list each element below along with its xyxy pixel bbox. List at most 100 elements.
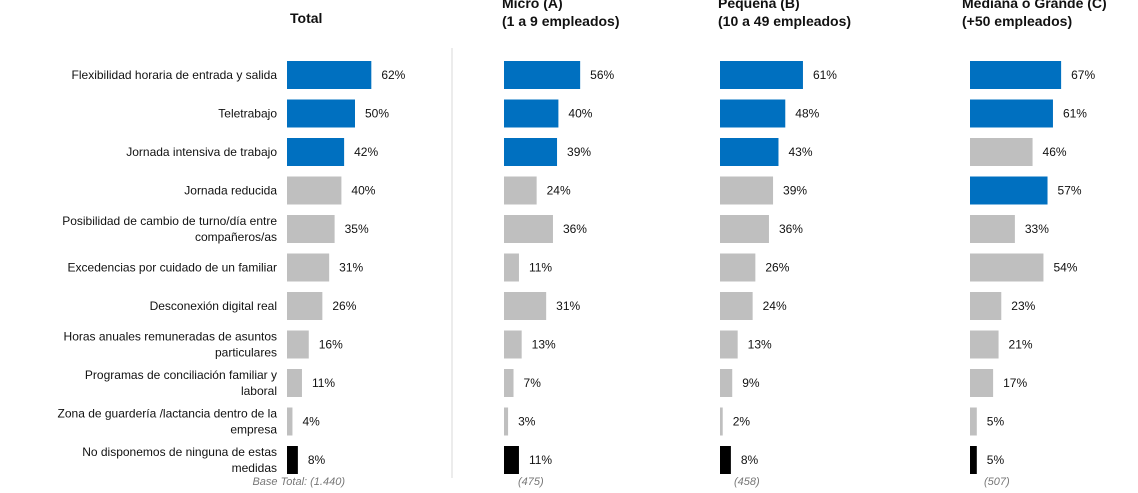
- column-headers: Total Micro (A) (1 a 9 empleados) Pequeña (…: [290, 0, 1107, 29]
- category-label-10-line-1: medidas: [232, 461, 277, 475]
- bar-2-2: [720, 138, 779, 166]
- category-labels: Flexibilidad horaria de entrada y salida…: [58, 68, 278, 475]
- bar-1-4: [504, 215, 553, 243]
- bar-0-7: [287, 330, 309, 359]
- value-label-0-7: 16%: [319, 338, 343, 352]
- bar-3-10: [970, 446, 977, 474]
- value-label-2-8: 9%: [742, 376, 760, 390]
- bar-0-9: [287, 407, 293, 436]
- column-header-1-line-0: Micro (A): [502, 0, 563, 11]
- category-label-3: Jornada reducida: [184, 184, 277, 198]
- value-label-0-8: 11%: [312, 376, 335, 390]
- value-label-1-7: 13%: [532, 338, 556, 352]
- value-label-3-1: 61%: [1063, 107, 1087, 121]
- column-header-2-line-1: (10 a 49 empleados): [718, 13, 851, 29]
- bar-0-5: [287, 253, 330, 282]
- bars: [287, 61, 1062, 474]
- value-label-1-0: 56%: [590, 68, 614, 82]
- base-labels: Base Total: (1.440) (475) (458) (507): [252, 476, 1010, 488]
- category-label-7-line-0: Horas anuales remuneradas de asuntos: [64, 330, 277, 344]
- value-label-3-0: 67%: [1071, 68, 1095, 82]
- bar-2-6: [720, 292, 753, 320]
- category-label-9-line-0: Zona de guardería /lactancia dentro de l…: [58, 407, 278, 421]
- value-label-2-6: 24%: [763, 299, 787, 313]
- category-label-9-line-1: empresa: [230, 423, 277, 437]
- value-label-1-8: 7%: [524, 376, 542, 390]
- column-header-0-line-0: Total: [290, 10, 322, 26]
- bar-0-6: [287, 292, 323, 320]
- bar-2-10: [720, 446, 731, 474]
- category-label-8-line-1: laboral: [241, 384, 277, 398]
- bar-0-8: [287, 369, 302, 397]
- value-label-0-5: 31%: [339, 261, 363, 275]
- value-label-3-9: 5%: [987, 415, 1005, 429]
- bar-0-2: [287, 138, 345, 166]
- value-label-3-5: 54%: [1053, 261, 1077, 275]
- value-label-0-4: 35%: [345, 222, 369, 236]
- bar-1-3: [504, 176, 537, 205]
- value-label-0-9: 4%: [302, 415, 320, 429]
- value-label-0-10: 8%: [308, 453, 326, 467]
- value-label-1-4: 36%: [563, 222, 587, 236]
- value-label-2-0: 61%: [813, 68, 837, 82]
- value-label-3-6: 23%: [1011, 299, 1035, 313]
- value-label-3-4: 33%: [1025, 222, 1049, 236]
- bar-1-0: [504, 61, 581, 89]
- value-label-1-9: 3%: [518, 415, 536, 429]
- value-label-1-10: 11%: [529, 453, 552, 467]
- base-label-2: (458): [734, 476, 760, 488]
- value-label-0-2: 42%: [354, 145, 378, 159]
- bar-3-9: [970, 407, 977, 436]
- value-label-3-2: 46%: [1043, 145, 1067, 159]
- bar-3-0: [970, 61, 1062, 89]
- bar-2-1: [720, 99, 786, 128]
- bar-3-6: [970, 292, 1002, 320]
- bar-0-0: [287, 61, 372, 89]
- value-label-0-1: 50%: [365, 107, 389, 121]
- bar-2-8: [720, 369, 733, 397]
- category-label-8-line-0: Programas de conciliación familiar y: [85, 368, 277, 382]
- bar-3-7: [970, 330, 999, 359]
- base-label-1: (475): [518, 476, 544, 488]
- bar-1-8: [504, 369, 514, 397]
- bar-3-2: [970, 138, 1033, 166]
- bar-0-1: [287, 99, 355, 128]
- bar-2-5: [720, 253, 756, 282]
- bar-1-9: [504, 407, 509, 436]
- value-label-1-6: 31%: [556, 299, 580, 313]
- value-label-3-7: 21%: [1009, 338, 1033, 352]
- bar-1-2: [504, 138, 558, 166]
- column-header-2-line-0: Pequeña (B): [718, 0, 800, 11]
- value-label-2-3: 39%: [783, 184, 807, 198]
- bar-1-5: [504, 253, 519, 282]
- bar-3-3: [970, 176, 1048, 205]
- bar-3-4: [970, 215, 1015, 243]
- category-label-0: Flexibilidad horaria de entrada y salida: [72, 68, 278, 82]
- bar-0-3: [287, 176, 342, 205]
- value-label-2-2: 43%: [788, 145, 812, 159]
- value-label-3-10: 5%: [987, 453, 1005, 467]
- bar-2-0: [720, 61, 803, 89]
- bar-2-3: [720, 176, 774, 205]
- category-label-2: Jornada intensiva de trabajo: [126, 145, 277, 159]
- value-label-2-4: 36%: [779, 222, 803, 236]
- bar-3-8: [970, 369, 994, 397]
- category-label-6: Desconexión digital real: [150, 299, 277, 313]
- value-labels: 62% 50% 42% 40% 35% 31% 26% 16% 11% 4% 8% 56% 40% 39%…: [302, 68, 1095, 467]
- column-header-3-line-1: (+50 empleados): [962, 13, 1072, 29]
- bar-2-9: [720, 407, 723, 436]
- column-header-3-line-0: Mediana o Grande (C): [962, 0, 1107, 11]
- value-label-0-0: 62%: [381, 68, 405, 82]
- value-label-3-8: 17%: [1003, 376, 1027, 390]
- value-label-2-10: 8%: [741, 453, 759, 467]
- value-label-3-3: 57%: [1058, 184, 1082, 198]
- value-label-2-7: 13%: [748, 338, 772, 352]
- bar-3-1: [970, 99, 1053, 128]
- value-label-2-1: 48%: [795, 107, 819, 121]
- value-label-2-9: 2%: [733, 415, 751, 429]
- category-label-7-line-1: particulares: [215, 346, 277, 360]
- value-label-1-1: 40%: [568, 107, 592, 121]
- bar-3-5: [970, 253, 1044, 282]
- category-label-4-line-1: compañeros/as: [195, 230, 277, 244]
